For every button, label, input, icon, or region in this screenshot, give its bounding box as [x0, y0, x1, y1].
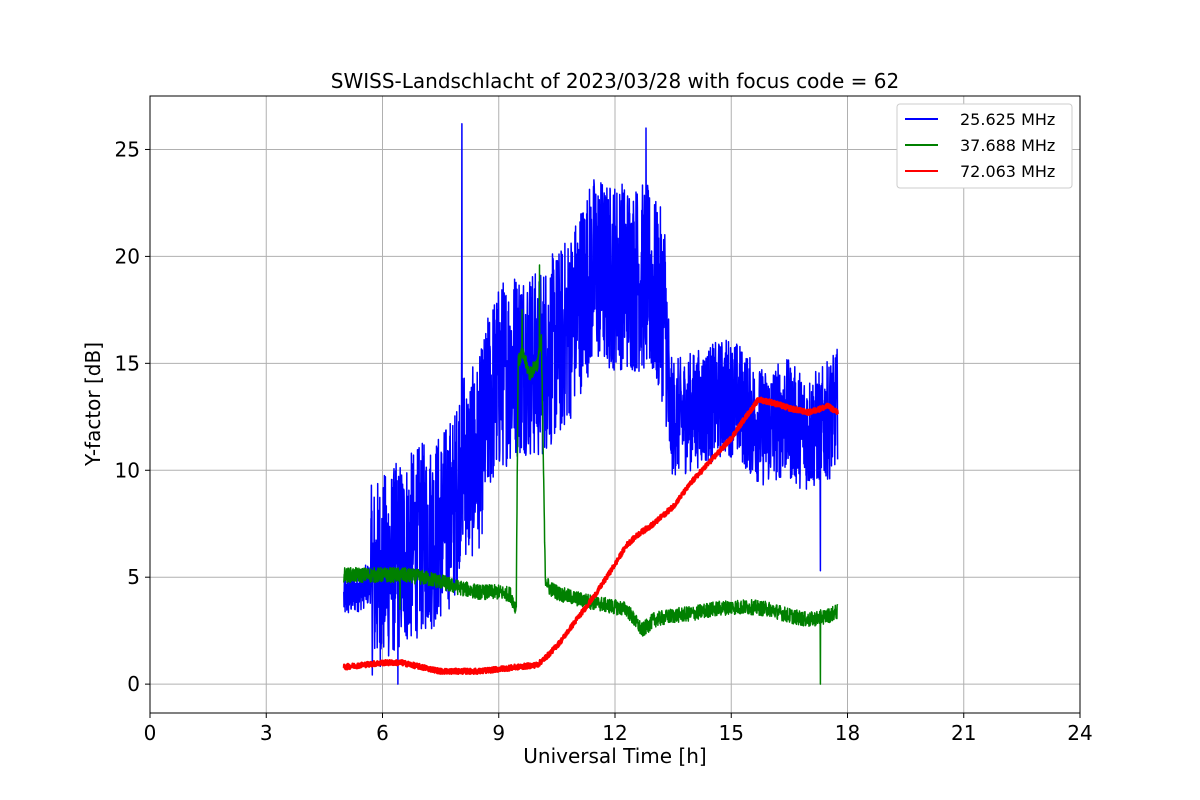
x-tick-label: 9	[492, 721, 505, 745]
x-axis-label: Universal Time [h]	[523, 744, 706, 768]
y-tick-label: 5	[127, 565, 140, 589]
legend-label-3: 72.063 MHz	[960, 162, 1055, 181]
y-tick-label: 10	[115, 458, 140, 482]
series-line-1	[343, 123, 839, 685]
ticks: 0 3 6 9 12 15 18 21 24 0 5 10 15 20 25	[115, 137, 1093, 745]
chart-title: SWISS-Landschlacht of 2023/03/28 with fo…	[331, 69, 899, 93]
legend-label-1: 25.625 MHz	[960, 110, 1055, 129]
legend: 25.625 MHz 37.688 MHz 72.063 MHz	[896, 103, 1073, 189]
y-tick-label: 20	[115, 244, 140, 268]
x-tick-label: 6	[376, 721, 389, 745]
x-tick-label: 12	[602, 721, 627, 745]
legend-label-2: 37.688 MHz	[960, 136, 1055, 155]
series-line-3	[342, 396, 839, 676]
grid	[149, 96, 1081, 713]
x-tick-label: 3	[260, 721, 273, 745]
x-tick-label: 21	[951, 721, 976, 745]
x-tick-label: 0	[144, 721, 157, 745]
series-line-2	[343, 264, 839, 685]
series-layer	[342, 123, 839, 685]
y-tick-label: 0	[127, 672, 140, 696]
y-axis-label: Y-factor [dB]	[81, 342, 105, 467]
y-tick-label: 15	[115, 351, 140, 375]
x-tick-label: 15	[719, 721, 744, 745]
legend-box	[896, 103, 1073, 189]
x-tick-label: 24	[1067, 721, 1092, 745]
y-tick-label: 25	[115, 137, 140, 161]
x-tick-label: 18	[835, 721, 860, 745]
